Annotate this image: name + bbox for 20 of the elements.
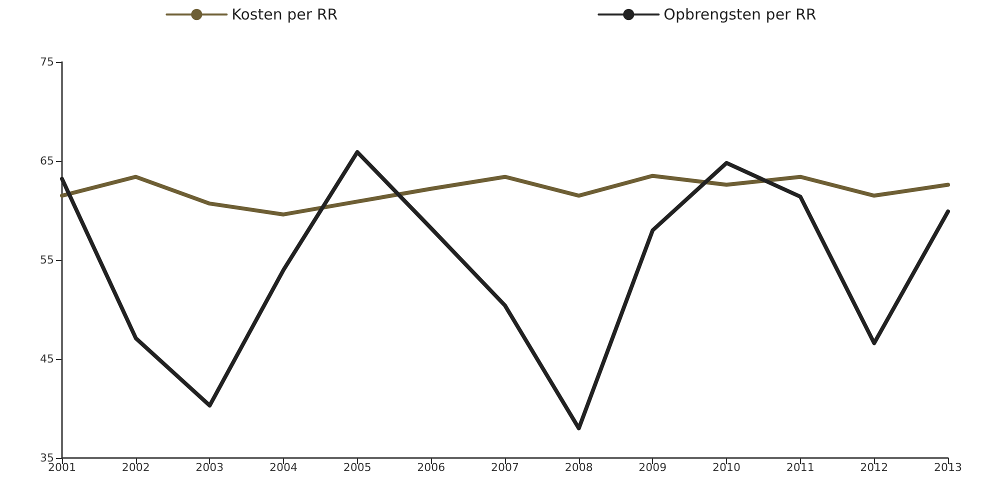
y-tick-label: 55 xyxy=(40,254,54,266)
y-tick-label: 65 xyxy=(40,154,54,168)
x-tick-label: 2003 xyxy=(196,461,224,474)
x-tick-label: 2011 xyxy=(786,461,814,474)
legend-label: Opbrengsten per RR xyxy=(664,6,816,24)
line-series xyxy=(60,174,950,216)
x-tick-label: 2012 xyxy=(860,461,888,474)
x-tick-label: 2008 xyxy=(564,461,593,474)
line-series xyxy=(60,150,950,430)
x-tick-label: 2013 xyxy=(934,461,962,474)
y-tick-label: 75 xyxy=(40,56,54,68)
x-tick-label: 2002 xyxy=(122,461,150,474)
x-tick-label: 2007 xyxy=(491,461,519,474)
x-tick-label: 2010 xyxy=(712,461,740,474)
x-tick-label: 2006 xyxy=(417,461,446,474)
x-tick-label: 2009 xyxy=(638,461,667,474)
y-tick-label: 45 xyxy=(40,352,54,366)
legend-label: Kosten per RR xyxy=(232,6,338,24)
x-tick-label: 2004 xyxy=(270,461,298,474)
x-tick-label: 2005 xyxy=(343,461,372,474)
